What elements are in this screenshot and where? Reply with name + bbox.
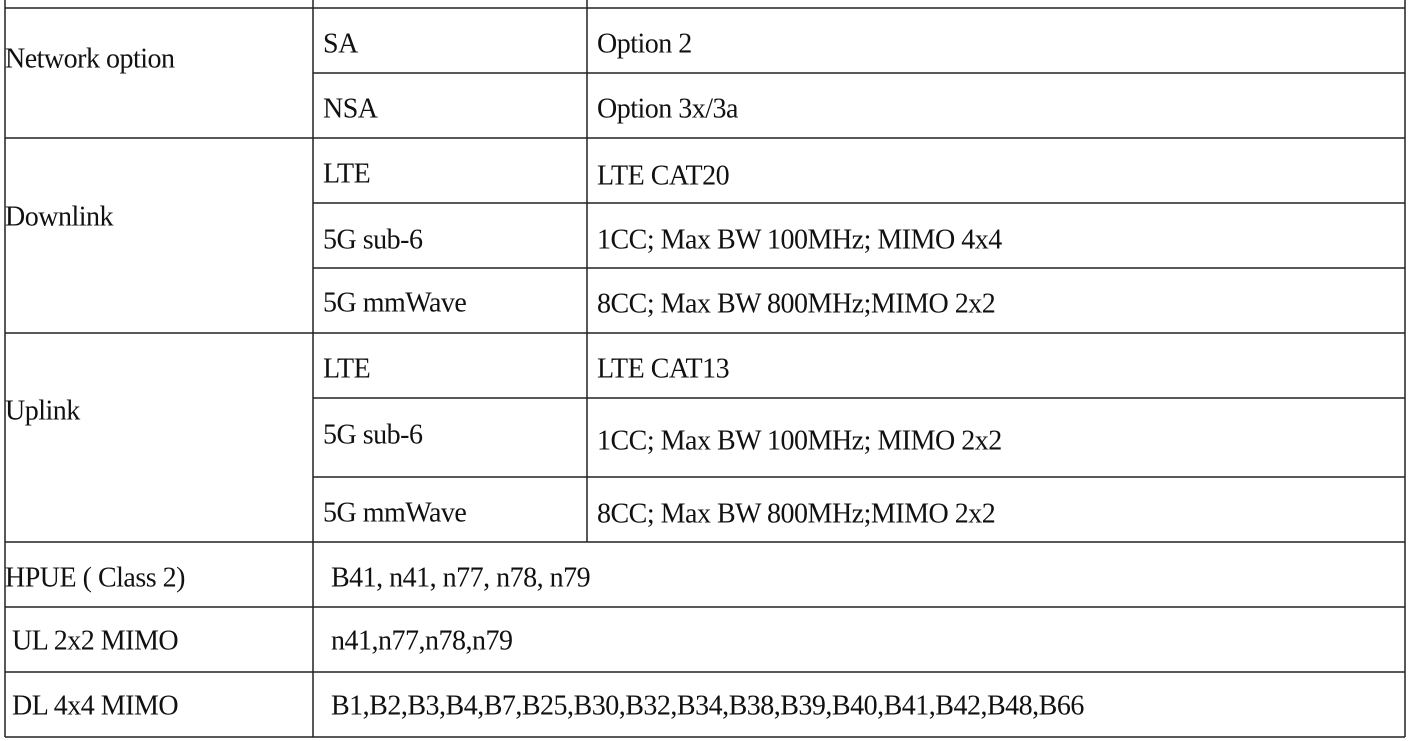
cell: 1CC; Max BW 100MHz; MIMO 2x2: [597, 425, 1002, 456]
cell: 8CC; Max BW 800MHz;MIMO 2x2: [597, 288, 995, 319]
cell: LTE CAT20: [597, 160, 729, 191]
cell: SA: [323, 28, 359, 59]
cell: B1,B2,B3,B4,B7,B25,B30,B32,B34,B38,B39,B…: [331, 690, 1084, 721]
cell: Option 2: [597, 28, 692, 59]
cell: Option 3x/3a: [597, 93, 739, 124]
cells: Network option SA Option 2 NSA Option 3x…: [5, 28, 1085, 721]
cell: 5G sub-6: [323, 224, 423, 255]
row-label: Downlink: [5, 201, 114, 232]
row-label: Network option: [5, 43, 175, 74]
grid: [4, 0, 1406, 738]
cell: LTE: [323, 158, 370, 189]
cell: 5G mmWave: [323, 287, 466, 318]
cell: B41, n41, n77, n78, n79: [331, 562, 590, 593]
cell: LTE CAT13: [597, 353, 729, 384]
row-label: DL 4x4 MIMO: [12, 690, 178, 721]
row-label: Uplink: [5, 395, 80, 426]
cell: NSA: [323, 93, 379, 124]
row-label: HPUE ( Class 2): [5, 562, 185, 593]
cell: 8CC; Max BW 800MHz;MIMO 2x2: [597, 498, 995, 529]
cell: n41,n77,n78,n79: [331, 625, 513, 656]
cell: 1CC; Max BW 100MHz; MIMO 4x4: [597, 224, 1002, 255]
row-label: UL 2x2 MIMO: [12, 625, 178, 656]
cell: 5G mmWave: [323, 497, 466, 528]
cell: 5G sub-6: [323, 419, 423, 450]
cell: LTE: [323, 353, 370, 384]
